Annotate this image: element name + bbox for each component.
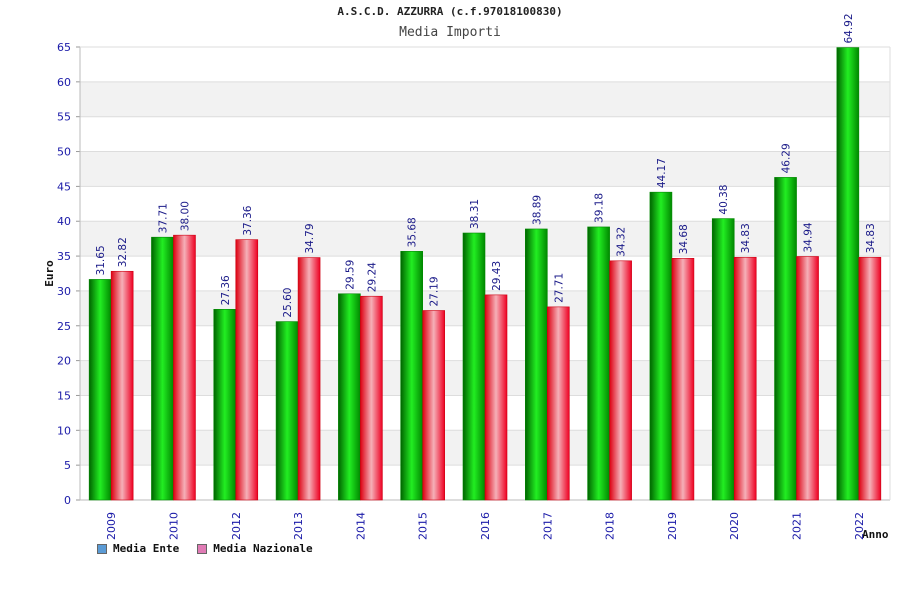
bar-media-nazionale	[733, 256, 757, 501]
x-tick-label: 2014	[354, 512, 367, 540]
bar-media-ente	[338, 293, 361, 501]
grid-band	[80, 151, 890, 187]
bar-media-nazionale	[173, 234, 196, 501]
y-tick-label: 25	[57, 320, 71, 333]
y-tick-label: 60	[57, 76, 71, 89]
y-tick-label: 50	[57, 146, 71, 159]
x-tick-label: 2021	[791, 512, 804, 540]
x-tick-label: 2015	[417, 512, 430, 540]
x-tick-label: 2018	[604, 512, 617, 540]
x-tick-label: 2013	[292, 512, 305, 540]
data-label: 38.31	[469, 199, 481, 229]
bar-media-nazionale	[796, 256, 819, 501]
data-label: 37.36	[242, 205, 254, 235]
y-tick-label: 45	[57, 180, 71, 193]
bar-media-ente	[213, 309, 237, 501]
y-tick-label: 30	[57, 285, 71, 298]
data-label: 29.24	[366, 262, 378, 292]
data-label: 39.18	[594, 193, 606, 223]
bar-media-ente	[88, 279, 112, 501]
x-axis-label: Anno	[862, 528, 889, 541]
chart-subtitle: Media Importi	[399, 25, 501, 40]
bar-media-ente	[525, 228, 548, 501]
data-label: 29.43	[491, 261, 503, 291]
grid-band	[80, 81, 890, 117]
data-label: 25.60	[282, 288, 294, 318]
data-label: 64.92	[843, 13, 855, 43]
bar-media-nazionale	[858, 256, 882, 501]
bar-media-ente	[836, 47, 860, 501]
data-label: 46.29	[781, 143, 793, 173]
chart-title: A.S.C.D. AZZURRA (c.f.97018100830)	[337, 5, 563, 18]
legend-label-nazionale: Media Nazionale	[213, 542, 313, 555]
legend-item-nazionale: Media Nazionale	[197, 542, 313, 555]
bar-media-ente	[774, 177, 797, 501]
data-label: 34.94	[803, 222, 815, 252]
data-label: 34.68	[678, 224, 690, 254]
x-tick-label: 2020	[728, 512, 741, 540]
x-tick-label: 2019	[666, 512, 679, 540]
data-label: 38.00	[179, 201, 191, 231]
y-tick-label: 35	[57, 250, 71, 263]
y-tick-label: 65	[57, 41, 71, 54]
data-label: 38.89	[531, 195, 543, 225]
data-label: 34.79	[304, 223, 316, 253]
bar-media-nazionale	[235, 239, 259, 501]
data-label: 34.32	[616, 227, 628, 257]
y-tick-label: 55	[57, 111, 71, 124]
data-label: 37.71	[157, 203, 169, 233]
x-tick-label: 2012	[230, 512, 243, 540]
y-tick-label: 40	[57, 215, 71, 228]
y-tick-label: 5	[64, 459, 71, 472]
bar-media-ente	[711, 218, 735, 501]
legend-swatch-ente	[97, 543, 107, 554]
bar-media-nazionale	[422, 310, 445, 501]
data-label: 34.83	[865, 223, 877, 253]
y-tick-label: 15	[57, 389, 71, 402]
x-tick-label: 2010	[167, 512, 180, 540]
y-axis-label: Euro	[43, 260, 56, 287]
bar-media-nazionale	[547, 306, 570, 501]
x-tick-label: 2017	[541, 512, 554, 540]
bar-media-ente	[400, 251, 423, 501]
y-tick-label: 10	[57, 424, 71, 437]
data-label: 27.19	[429, 276, 441, 306]
data-label: 31.65	[95, 245, 107, 275]
legend-label-ente: Media Ente	[113, 542, 180, 555]
bar-media-nazionale	[484, 294, 508, 501]
data-label: 44.17	[656, 158, 668, 188]
bar-media-ente	[462, 232, 486, 501]
y-tick-label: 0	[64, 494, 71, 507]
data-label: 35.68	[407, 217, 419, 247]
bar-media-nazionale	[297, 257, 321, 501]
data-label: 32.82	[117, 237, 129, 267]
legend-swatch-nazionale	[197, 543, 208, 554]
legend: Media Ente Media Nazionale	[97, 542, 313, 555]
data-label: 27.71	[553, 273, 565, 303]
data-label: 27.36	[220, 275, 232, 305]
bar-media-ente	[275, 321, 299, 501]
data-label: 40.38	[718, 185, 730, 215]
bar-media-nazionale	[360, 295, 383, 501]
x-tick-label: 2016	[479, 512, 492, 540]
legend-item-ente: Media Ente	[97, 542, 179, 555]
bar-media-nazionale	[110, 270, 134, 501]
bar-media-ente	[649, 191, 673, 501]
bar-media-nazionale	[671, 258, 695, 501]
data-label: 29.59	[344, 260, 356, 290]
bar-media-ente	[587, 226, 610, 501]
bar-media-ente	[151, 236, 174, 501]
x-tick-label: 2022	[853, 512, 866, 540]
data-label: 34.83	[740, 223, 752, 253]
y-tick-label: 20	[57, 355, 71, 368]
x-tick-label: 2009	[105, 512, 118, 540]
bar-media-nazionale	[609, 260, 632, 501]
